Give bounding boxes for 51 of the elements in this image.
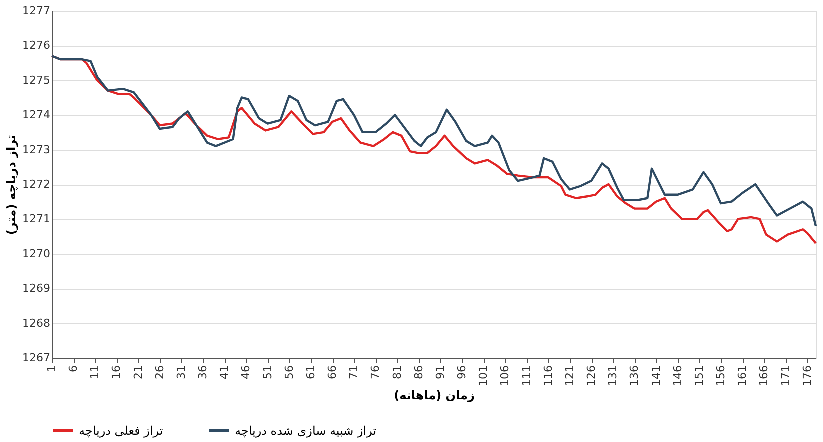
x-axis-title: زمان (ماهانه) xyxy=(394,388,475,402)
x-tick-label: 116 xyxy=(542,366,555,386)
x-tick-label: 176 xyxy=(800,366,814,386)
x-tick-label: 61 xyxy=(304,366,318,380)
x-tick-label: 46 xyxy=(240,366,253,380)
x-tick-label: 166 xyxy=(758,366,771,386)
x-tick-label: 151 xyxy=(692,366,706,386)
x-tick-label: 126 xyxy=(585,366,598,386)
x-tick-label: 91 xyxy=(434,366,447,380)
y-tick-label: 1273 xyxy=(22,143,50,156)
y-tick-label: 1272 xyxy=(22,178,50,191)
y-tick-label: 1276 xyxy=(22,39,50,52)
x-tick-label: 31 xyxy=(174,366,188,380)
x-tick-label: 96 xyxy=(456,366,469,380)
y-tick-label: 1271 xyxy=(22,212,50,226)
x-tick-label: 106 xyxy=(498,366,512,386)
legend-label: تراز شبیه سازی شده دریاچه xyxy=(235,424,377,438)
x-tick-label: 81 xyxy=(390,366,404,380)
legend-label: تراز فعلی دریاچه xyxy=(79,424,164,438)
x-tick-label: 66 xyxy=(326,366,340,380)
x-tick-label: 1 xyxy=(46,366,58,372)
y-tick-label: 1275 xyxy=(22,74,50,87)
x-tick-label: 161 xyxy=(736,366,750,386)
x-tick-label: 56 xyxy=(282,366,296,380)
y-tick-label: 1274 xyxy=(22,108,50,122)
x-tick-label: 36 xyxy=(196,366,210,380)
x-tick-label: 101 xyxy=(477,366,490,386)
x-tick-label: 86 xyxy=(412,366,426,380)
x-tick-label: 141 xyxy=(650,366,663,386)
x-tick-label: 16 xyxy=(110,366,124,380)
x-tick-label: 6 xyxy=(67,366,80,372)
y-axis-title: تراز دریاچه (متر) xyxy=(4,134,19,236)
x-tick-label: 111 xyxy=(520,366,534,386)
y-tick-label: 1267 xyxy=(22,352,50,364)
y-tick-label: 1269 xyxy=(22,282,50,296)
x-tick-label: 71 xyxy=(348,366,361,380)
x-tick-label: 121 xyxy=(563,366,576,386)
y-tick-label: 1270 xyxy=(22,247,50,260)
x-tick-label: 21 xyxy=(132,366,145,380)
x-tick-label: 146 xyxy=(671,366,684,386)
x-tick-label: 76 xyxy=(369,366,382,380)
x-tick-label: 171 xyxy=(779,366,792,386)
x-tick-label: 41 xyxy=(218,366,232,380)
x-tick-label: 51 xyxy=(261,366,274,380)
x-tick-label: 131 xyxy=(606,366,620,386)
y-tick-label: 1268 xyxy=(22,316,50,330)
y-tick-label: 1277 xyxy=(22,4,50,18)
x-tick-label: 26 xyxy=(153,366,166,380)
x-tick-label: 136 xyxy=(628,366,642,386)
x-tick-label: 11 xyxy=(88,366,102,380)
x-tick-label: 156 xyxy=(714,366,728,386)
